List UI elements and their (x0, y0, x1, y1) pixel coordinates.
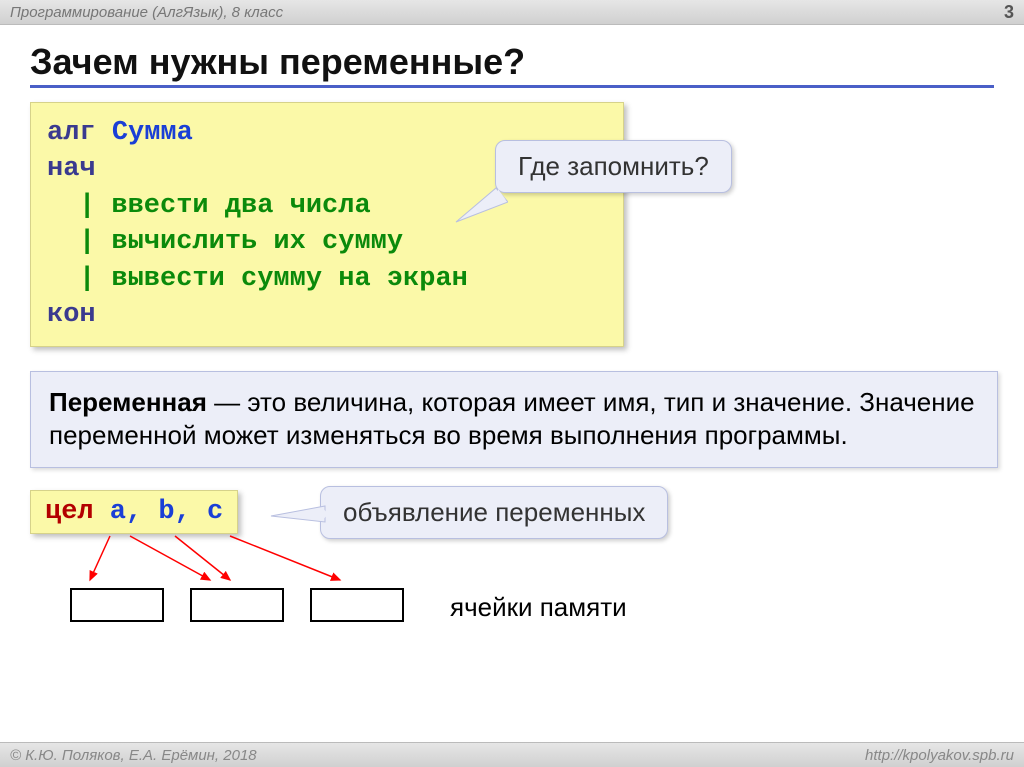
page-title: Зачем нужны переменные? (30, 41, 994, 83)
footer-bar: © К.Ю. Поляков, Е.А. Ерёмин, 2018 http:/… (0, 742, 1024, 767)
definition-box: Переменная — это величина, которая имеет… (30, 371, 998, 469)
breadcrumb: Программирование (АлгЯзык), 8 класс (10, 4, 283, 21)
callout-remember: Где запомнить? (495, 140, 732, 193)
code-line-5: | вывести сумму на экран (47, 261, 607, 297)
callout-tail-1 (438, 180, 508, 230)
var-list: a, b, c (94, 497, 224, 527)
code-block-2: цел a, b, c (30, 490, 238, 534)
memory-cell (70, 588, 164, 622)
footer-url: http://kpolyakov.spb.ru (865, 747, 1014, 764)
algo-name: Сумма (112, 118, 193, 148)
title-rule (30, 85, 994, 88)
callout-tail-2 (265, 502, 330, 532)
footer-copyright: © К.Ю. Поляков, Е.А. Ерёмин, 2018 (10, 747, 257, 764)
callout-remember-text: Где запомнить? (518, 151, 709, 181)
memory-cells: ячейки памяти (30, 588, 994, 668)
kw-type: цел (45, 497, 94, 527)
kw-end: кон (47, 297, 607, 333)
code-block-1: алг Сумма нач | ввести два числа | вычис… (30, 102, 624, 347)
definition-term: Переменная (49, 387, 207, 417)
code-line-3: | ввести два числа (47, 188, 607, 224)
cells-label: ячейки памяти (450, 592, 627, 623)
memory-cell (190, 588, 284, 622)
callout-declaration-text: объявление переменных (343, 497, 645, 527)
callout-declaration: объявление переменных (320, 486, 668, 539)
memory-cell (310, 588, 404, 622)
code-line-4: | вычислить их сумму (47, 224, 607, 260)
arrows (30, 536, 430, 596)
page-number: 3 (1004, 2, 1014, 23)
kw-alg: алг (47, 118, 96, 148)
header-bar: Программирование (АлгЯзык), 8 класс 3 (0, 0, 1024, 25)
